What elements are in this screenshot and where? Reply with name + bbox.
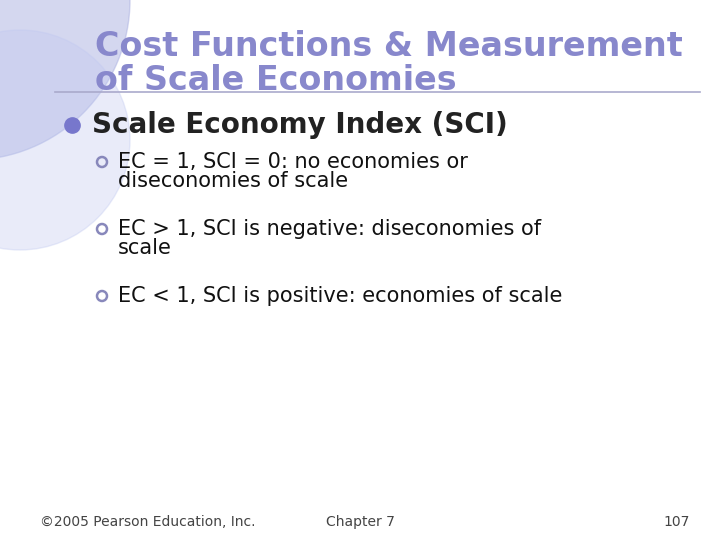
- Circle shape: [0, 30, 130, 250]
- Circle shape: [0, 0, 130, 160]
- Text: diseconomies of scale: diseconomies of scale: [118, 171, 348, 191]
- Text: of Scale Economies: of Scale Economies: [95, 64, 456, 97]
- Text: ©2005 Pearson Education, Inc.: ©2005 Pearson Education, Inc.: [40, 515, 256, 529]
- Text: Chapter 7: Chapter 7: [325, 515, 395, 529]
- Text: EC = 1, SCI = 0: no economies or: EC = 1, SCI = 0: no economies or: [118, 152, 468, 172]
- Text: EC < 1, SCI is positive: economies of scale: EC < 1, SCI is positive: economies of sc…: [118, 286, 562, 306]
- Text: Cost Functions & Measurement: Cost Functions & Measurement: [95, 30, 683, 63]
- Text: Scale Economy Index (SCI): Scale Economy Index (SCI): [92, 111, 508, 139]
- Text: scale: scale: [118, 238, 172, 258]
- Text: 107: 107: [664, 515, 690, 529]
- Text: EC > 1, SCI is negative: diseconomies of: EC > 1, SCI is negative: diseconomies of: [118, 219, 541, 239]
